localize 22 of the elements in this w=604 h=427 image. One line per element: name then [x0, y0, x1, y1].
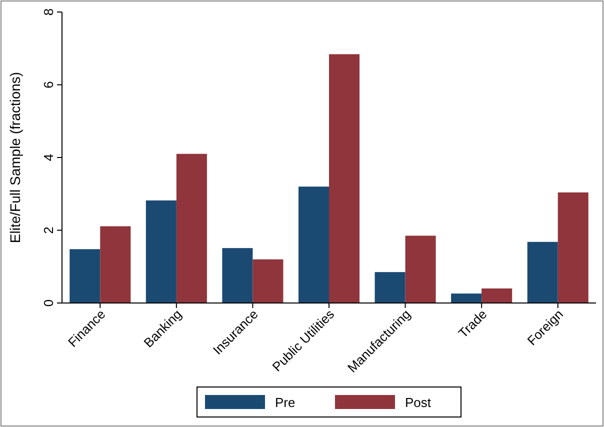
legend-label: Pre: [275, 395, 296, 410]
bar: [527, 242, 558, 303]
bar: [100, 226, 131, 303]
bar: [329, 54, 360, 303]
bar: [558, 192, 588, 303]
bar: [176, 154, 207, 303]
y-tick-label: 8: [41, 8, 56, 16]
bar: [298, 186, 329, 303]
bar: [222, 248, 253, 303]
y-tick-label: 0: [41, 299, 56, 307]
bar: [146, 200, 176, 303]
bar: [405, 236, 436, 303]
y-tick-label: 6: [41, 81, 56, 88]
bar: [252, 259, 284, 303]
bar: [482, 288, 512, 303]
y-tick-label: 4: [41, 154, 56, 162]
bar: [451, 294, 482, 303]
bar: [70, 249, 100, 303]
y-tick-label: 2: [41, 226, 56, 234]
bar: [374, 272, 406, 303]
y-axis-title: Elite/Full Sample (fractions): [7, 72, 23, 244]
legend-label: Post: [405, 395, 432, 410]
